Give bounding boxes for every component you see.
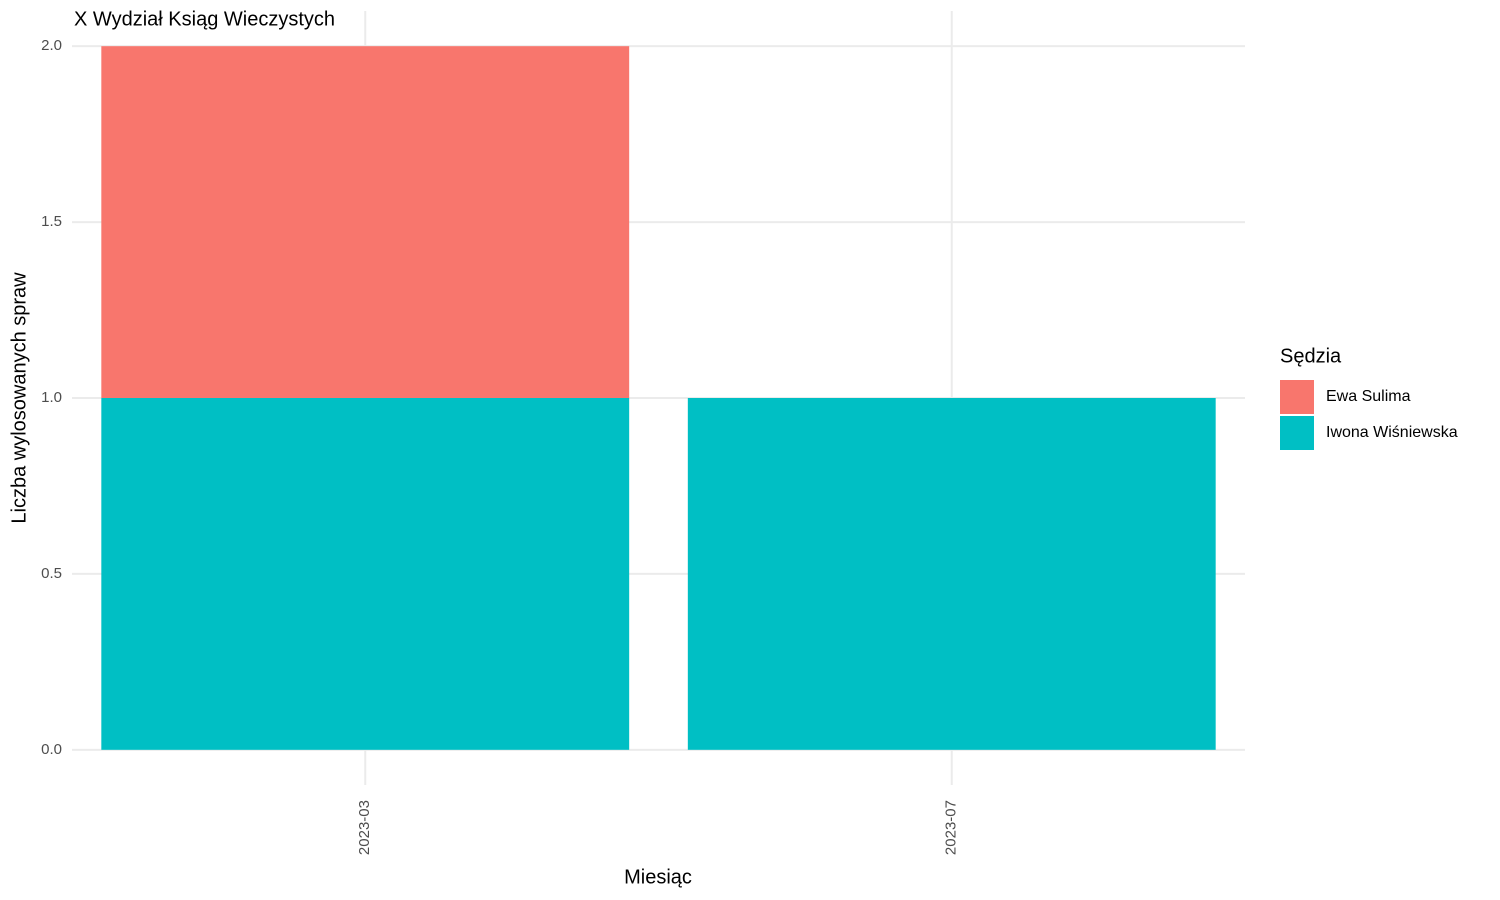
y-tick-label: 2.0 <box>41 37 62 54</box>
legend-label: Iwona Wiśniewska <box>1326 424 1458 441</box>
x-tick-label: 2023-07 <box>943 800 960 855</box>
y-axis-label: Liczba wylosowanych spraw <box>8 272 30 524</box>
x-tick-label: 2023-03 <box>356 800 373 855</box>
legend-swatch <box>1280 380 1314 414</box>
x-axis-label: Miesiąc <box>624 866 692 888</box>
y-tick-label: 0.5 <box>41 565 62 582</box>
y-tick-label: 1.5 <box>41 213 62 230</box>
y-tick-label: 1.0 <box>41 389 62 406</box>
legend-swatch <box>1280 416 1314 450</box>
bar-segment <box>101 46 630 398</box>
legend-title: Sędzia <box>1280 345 1342 367</box>
bar-segment <box>687 398 1216 750</box>
legend-label: Ewa Sulima <box>1326 388 1411 405</box>
bar-segment <box>101 398 630 750</box>
chart-title: X Wydział Ksiąg Wieczystych <box>74 8 335 30</box>
y-tick-label: 0.0 <box>41 741 62 758</box>
